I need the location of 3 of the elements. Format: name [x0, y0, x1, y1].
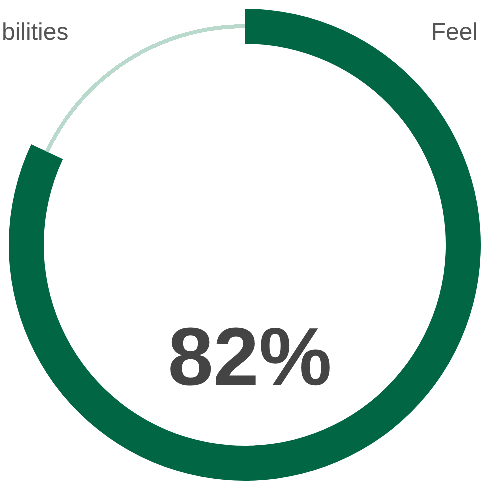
data-label: 82%: [168, 312, 332, 403]
text: Feel: [431, 19, 478, 46]
text: bilities: [2, 19, 69, 46]
